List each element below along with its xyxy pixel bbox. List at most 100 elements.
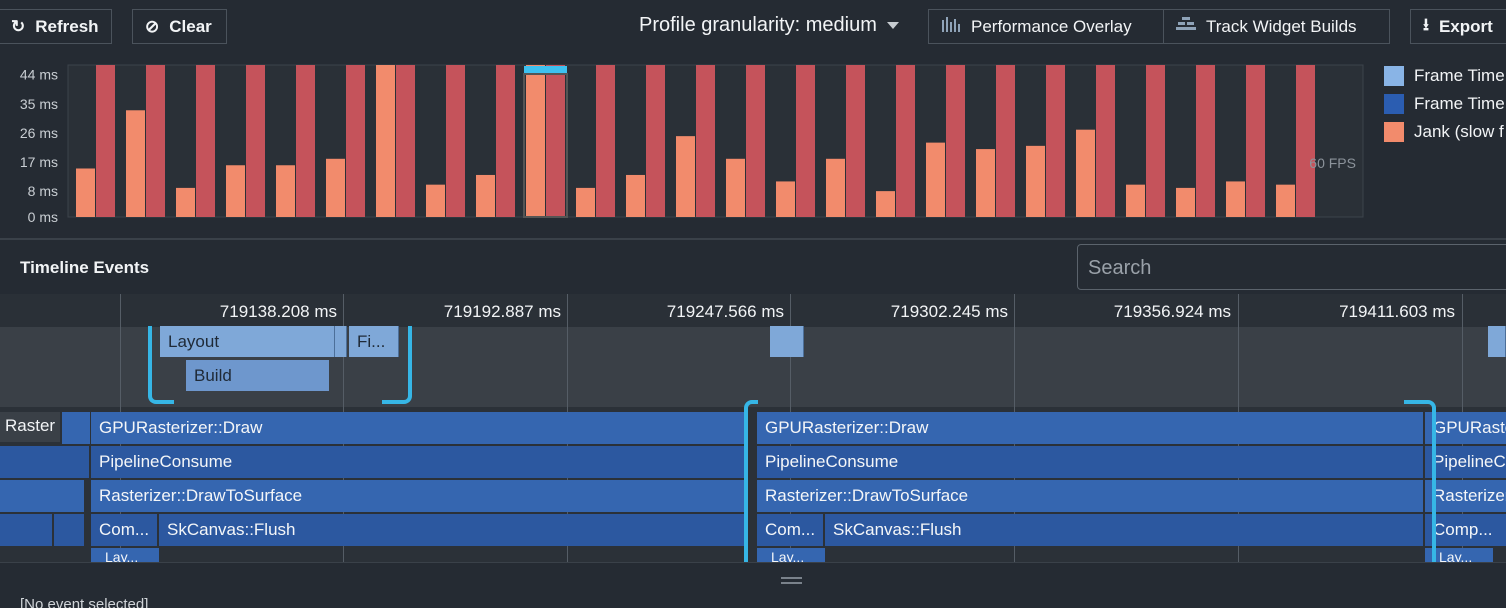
raster-frame-bar [696,65,715,217]
raster-frame-bar [896,65,915,217]
event-composite[interactable]: Com... [91,514,157,546]
ui-frame-bar [326,158,345,217]
event-details-placeholder: [No event selected] [20,596,149,608]
refresh-label: Refresh [35,16,99,36]
ui-frame-bar [1026,145,1045,217]
raster-frame-bar [846,65,865,217]
ui-frame-bar [1276,184,1295,217]
bar-chart-icon [941,16,961,37]
raster-frame-bar [446,65,465,217]
y-tick-label: 0 ms [28,209,58,225]
selected-frame-outline [523,73,568,218]
event-pipeline-consume[interactable]: PipelineC [1425,446,1506,478]
timeline-title: Timeline Events [20,258,150,277]
time-ruler [0,294,1506,327]
raster-frame-bar [346,65,365,217]
granularity-dropdown[interactable]: Profile granularity: medium [639,14,899,37]
ui-frame-bar [276,165,295,217]
event-pipeline-consume[interactable]: PipelineConsume [91,446,746,478]
performance-overlay-button[interactable]: Performance Overlay [928,9,1165,44]
selected-frame-indicator [524,66,567,74]
raster-frame-bar [646,65,665,217]
event-gpu-rasterizer-draw[interactable]: GPURasterizer::Draw [91,412,746,444]
event-layout-raster[interactable]: Lay... [757,548,825,562]
raster-frame-bar [746,65,765,217]
raster-frame-bar [1096,65,1115,217]
ui-frame-bar [376,65,395,217]
search-input[interactable]: Search [1077,244,1506,290]
event-block[interactable] [1488,326,1506,357]
event-pipeline-consume[interactable]: PipelineConsume [757,446,1423,478]
raster-frame-bar [1296,65,1315,217]
ui-frame-bar [226,165,245,217]
performance-overlay-label: Performance Overlay [971,16,1132,36]
raster-frame-bar [1046,65,1065,217]
event-skcanvas-flush[interactable]: SkCanvas::Flush [159,514,746,546]
time-tick-label: 719138.208 ms [219,302,337,321]
raster-event[interactable] [0,480,84,512]
ui-frame-bar [626,174,645,217]
legend-item-ui: Frame Time [1384,62,1505,90]
event-draw-to-surface[interactable]: Rasterizer::DrawToSurface [757,480,1423,512]
raster-event[interactable] [62,412,90,444]
timeline-flame-chart[interactable]: 719138.208 ms 719192.887 ms 719247.566 m… [0,294,1506,562]
ui-frame-bar [976,149,995,217]
event-build[interactable]: Build [186,360,329,391]
raster-event[interactable] [54,514,84,546]
chart-legend: Frame Time Frame Time Jank (slow f [1384,62,1505,146]
raster-frame-bar [396,65,415,217]
raster-frame-bar [996,65,1015,217]
event-layout-raster[interactable]: Lay... [91,548,159,562]
raster-bracket-left [744,400,758,562]
event-block[interactable] [335,326,347,357]
ui-frame-bar [476,174,495,217]
event-composite[interactable]: Com... [757,514,823,546]
legend-item-jank: Jank (slow f [1384,118,1505,146]
frame-chart: 44 ms 35 ms 26 ms 17 ms 8 ms 0 ms 60 FPS Frame… [0,52,1506,238]
resize-handle[interactable] [0,562,1506,590]
target-fps-label: 60 FPS [1309,155,1356,171]
timeline-header: Timeline Events Search [0,240,1506,294]
legend-swatch-raster [1384,94,1404,114]
caret-down-icon [886,22,899,30]
time-tick-label: 719411.603 ms [1339,302,1455,321]
event-gpu-rasterizer-draw[interactable]: GPURaste [1425,412,1506,444]
clear-icon: ⊘ [145,16,160,36]
event-gpu-rasterizer-draw[interactable]: GPURasterizer::Draw [757,412,1423,444]
event-composite[interactable]: Comp... [1425,514,1506,546]
export-button[interactable]: ⭳ Export [1410,9,1506,44]
event-layout[interactable]: Layout [160,326,335,357]
legend-label-raster: Frame Time [1414,94,1505,113]
y-tick-label: 44 ms [20,67,58,83]
track-widget-builds-button[interactable]: Track Widget Builds [1163,9,1390,44]
ui-frame-bar [826,158,845,217]
refresh-icon: ↻ [11,16,26,36]
raster-thread-label: Raster [0,412,60,442]
raster-event[interactable] [0,514,52,546]
ui-frame-bar [1226,181,1245,217]
legend-label-jank: Jank (slow f [1414,122,1504,141]
refresh-button[interactable]: ↻ Refresh [0,9,112,44]
raster-frame-bar [796,65,815,217]
ui-frame-bar [426,184,445,217]
raster-frame-bar [1196,65,1215,217]
event-draw-to-surface[interactable]: Rasterizer::DrawToSurface [91,480,746,512]
ui-frame-bar [1076,129,1095,217]
raster-frame-bar [96,65,115,217]
clear-button[interactable]: ⊘ Clear [132,9,227,44]
raster-frame-bar [496,65,515,217]
drag-grip-icon [781,577,802,579]
event-layout-raster[interactable]: Lay... [1425,548,1493,562]
time-tick-label: 719192.887 ms [443,302,561,321]
raster-frame-bar [146,65,165,217]
event-finish[interactable]: Fi... [349,326,399,357]
raster-event[interactable] [0,446,89,478]
event-block[interactable] [770,326,804,357]
raster-frame-bar [296,65,315,217]
event-skcanvas-flush[interactable]: SkCanvas::Flush [825,514,1423,546]
time-tick-label: 719302.245 ms [890,302,1008,321]
export-label: Export [1438,16,1493,36]
ui-frame-bar [576,187,595,217]
event-draw-to-surface[interactable]: Rasterizer [1425,480,1506,512]
ui-frame-bar [126,110,145,217]
